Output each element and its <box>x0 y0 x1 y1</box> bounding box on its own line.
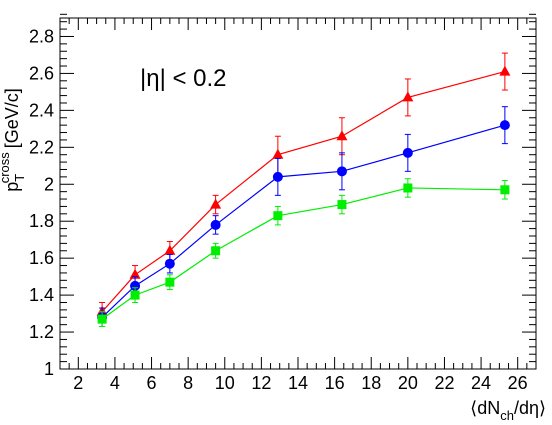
data-point <box>273 211 283 221</box>
axis-ticks <box>59 13 537 370</box>
data-point <box>97 314 107 324</box>
data-point <box>130 280 141 291</box>
series-line <box>101 124 506 318</box>
x-tick-label: 20 <box>398 373 418 393</box>
x-axis-title-sub: ch <box>500 408 514 423</box>
y-tick-label: 2.4 <box>29 100 54 120</box>
y-tick-label: 1.2 <box>29 322 54 342</box>
y-tick-label: 2.6 <box>29 63 54 83</box>
x-tick-label: 6 <box>147 373 157 393</box>
data-point <box>336 166 347 177</box>
x-tick-label: 2 <box>73 373 83 393</box>
x-tick-label: 14 <box>288 373 308 393</box>
data-point <box>165 277 175 287</box>
y-tick-label: 2.8 <box>29 26 54 46</box>
data-point <box>211 246 221 256</box>
data-point <box>210 219 221 230</box>
series-triangle <box>96 52 511 322</box>
x-tick-label: 22 <box>434 373 454 393</box>
data-point <box>164 258 175 269</box>
data-point <box>403 183 413 193</box>
x-axis-title-post: /dη⟩ <box>514 398 546 418</box>
data-series <box>96 52 511 328</box>
data-point <box>402 147 413 158</box>
x-axis-title-pre: ⟨dN <box>470 398 500 418</box>
y-tick-label: 1.8 <box>29 211 54 231</box>
x-tick-label: 4 <box>110 373 120 393</box>
series-line <box>101 70 506 313</box>
data-point <box>130 290 140 300</box>
x-tick-label: 10 <box>215 373 235 393</box>
data-point <box>272 171 283 182</box>
x-tick-label: 26 <box>508 373 528 393</box>
plot-frame <box>59 17 537 370</box>
series-line <box>101 187 505 320</box>
series-circle <box>97 106 510 328</box>
data-point <box>272 148 284 159</box>
y-tick-label: 1.6 <box>29 248 54 268</box>
data-point <box>499 120 510 131</box>
y-axis-title-main: p <box>2 182 22 192</box>
y-tick-label: 2 <box>44 174 54 194</box>
x-tick-label: 18 <box>361 373 381 393</box>
x-tick-label: 12 <box>251 373 271 393</box>
data-point <box>499 65 511 76</box>
y-tick-label: 1 <box>44 359 54 379</box>
x-axis-title: ⟨dNch/dη⟩ <box>470 398 546 423</box>
data-point <box>336 130 348 141</box>
x-tick-label: 16 <box>325 373 345 393</box>
data-point <box>210 198 222 209</box>
annotation-eta: |η| < 0.2 <box>140 65 227 92</box>
y-axis-title-unit: [GeV/c] <box>2 88 22 148</box>
y-axis-title-sub: T <box>12 174 27 182</box>
data-point <box>402 91 414 102</box>
x-tick-label: 8 <box>183 373 193 393</box>
data-point <box>337 200 347 210</box>
series-square <box>97 178 510 328</box>
tick-labels: 2 4 6 8 10 12 14 16 18 20 22 24 261.21.41.61.822.22.… <box>29 26 528 393</box>
y-axis-title-sup: cross <box>0 152 12 184</box>
y-tick-label: 2.2 <box>29 137 54 157</box>
y-axis-title: pTcross [GeV/c] <box>0 88 27 192</box>
x-tick-label: 24 <box>471 373 491 393</box>
y-tick-label: 1.4 <box>29 285 54 305</box>
data-point <box>164 244 176 255</box>
data-point <box>500 185 510 195</box>
